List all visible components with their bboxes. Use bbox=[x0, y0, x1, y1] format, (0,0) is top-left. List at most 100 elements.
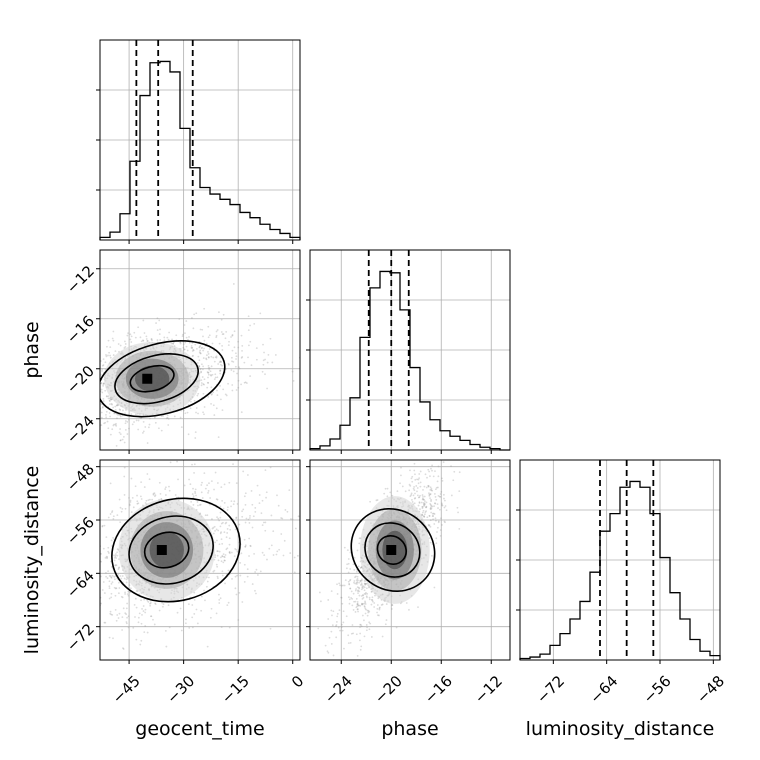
sample-point bbox=[56, 561, 58, 563]
sample-point bbox=[140, 340, 143, 343]
sample-point bbox=[439, 529, 442, 531]
sample-point bbox=[117, 617, 120, 619]
sample-point bbox=[414, 492, 416, 495]
sample-point bbox=[134, 597, 137, 600]
sample-point bbox=[207, 576, 210, 579]
sample-point bbox=[365, 582, 368, 585]
sample-point bbox=[179, 342, 182, 345]
sample-point bbox=[432, 518, 434, 521]
sample-point bbox=[423, 485, 426, 488]
sample-point bbox=[89, 396, 91, 398]
sample-point bbox=[111, 511, 113, 514]
sample-point bbox=[216, 394, 219, 396]
sample-point bbox=[215, 498, 218, 501]
sample-point bbox=[179, 341, 181, 343]
sample-point bbox=[324, 644, 327, 647]
sample-point bbox=[218, 602, 221, 604]
sample-point bbox=[206, 645, 209, 648]
sample-point bbox=[428, 470, 431, 473]
sample-point bbox=[160, 415, 163, 417]
sample-point bbox=[117, 592, 120, 595]
sample-point bbox=[67, 403, 69, 405]
sample-point bbox=[116, 514, 119, 517]
sample-point bbox=[200, 384, 203, 387]
sample-point bbox=[191, 463, 193, 466]
sample-point bbox=[102, 400, 105, 402]
sample-point bbox=[168, 331, 171, 334]
sample-point bbox=[140, 498, 143, 500]
sample-point bbox=[236, 372, 238, 375]
sample-point bbox=[429, 493, 432, 495]
sample-point bbox=[220, 318, 223, 321]
sample-point bbox=[153, 492, 156, 495]
sample-point bbox=[102, 382, 105, 385]
sample-point bbox=[203, 339, 206, 342]
sample-point bbox=[217, 529, 220, 532]
sample-point bbox=[106, 556, 109, 559]
sample-point bbox=[422, 495, 424, 498]
sample-point bbox=[255, 592, 257, 595]
sample-point bbox=[254, 506, 257, 509]
sample-point bbox=[103, 382, 105, 385]
sample-point bbox=[241, 510, 243, 513]
sample-point bbox=[148, 423, 151, 426]
sample-point bbox=[114, 350, 117, 353]
sample-point bbox=[150, 615, 152, 618]
sample-point bbox=[104, 389, 107, 392]
sample-point bbox=[224, 522, 227, 525]
sample-point bbox=[114, 594, 117, 597]
sample-point bbox=[94, 364, 96, 366]
hist-panel-phase bbox=[306, 249, 511, 454]
sample-point bbox=[359, 632, 362, 635]
x-tick-label: −16 bbox=[421, 672, 456, 707]
sample-point bbox=[220, 538, 223, 541]
sample-point bbox=[119, 439, 122, 442]
sample-point bbox=[113, 575, 116, 578]
sample-point bbox=[106, 420, 109, 423]
sample-point bbox=[232, 463, 234, 466]
sample-point bbox=[194, 343, 197, 346]
sample-point bbox=[254, 589, 256, 592]
sample-point bbox=[354, 589, 357, 592]
sample-point bbox=[142, 339, 145, 342]
sample-point bbox=[243, 361, 246, 364]
sample-point bbox=[359, 580, 362, 583]
sample-point bbox=[223, 555, 225, 558]
sample-point bbox=[349, 587, 352, 590]
sample-point bbox=[355, 606, 358, 609]
sample-point bbox=[142, 420, 145, 423]
sample-point bbox=[430, 511, 433, 514]
sample-point bbox=[228, 552, 231, 555]
sample-point bbox=[367, 609, 370, 612]
sample-point bbox=[219, 369, 222, 372]
sample-point bbox=[203, 589, 205, 592]
sample-point bbox=[409, 484, 412, 487]
sample-point bbox=[97, 350, 99, 352]
sample-point bbox=[417, 482, 420, 485]
sample-point bbox=[425, 505, 428, 508]
sample-point bbox=[353, 581, 355, 584]
sample-point bbox=[207, 351, 209, 353]
sample-point bbox=[119, 575, 122, 577]
sample-point bbox=[405, 602, 408, 604]
sample-point bbox=[250, 490, 253, 492]
sample-point bbox=[344, 579, 347, 582]
sample-point bbox=[224, 554, 227, 556]
sample-point bbox=[114, 564, 117, 566]
sample-point bbox=[356, 586, 359, 589]
sample-point bbox=[109, 354, 111, 357]
sample-point bbox=[378, 608, 381, 611]
sample-point bbox=[253, 552, 255, 555]
sample-point bbox=[368, 598, 371, 601]
sample-point bbox=[240, 452, 242, 454]
sample-point bbox=[108, 597, 111, 600]
sample-point bbox=[424, 473, 427, 476]
sample-point bbox=[350, 597, 353, 599]
sample-point bbox=[68, 372, 70, 374]
sample-point bbox=[212, 391, 215, 394]
sample-point bbox=[93, 384, 95, 386]
sample-point bbox=[224, 582, 226, 585]
sample-point bbox=[356, 608, 359, 611]
sample-point bbox=[358, 581, 360, 584]
sample-point bbox=[330, 630, 333, 633]
